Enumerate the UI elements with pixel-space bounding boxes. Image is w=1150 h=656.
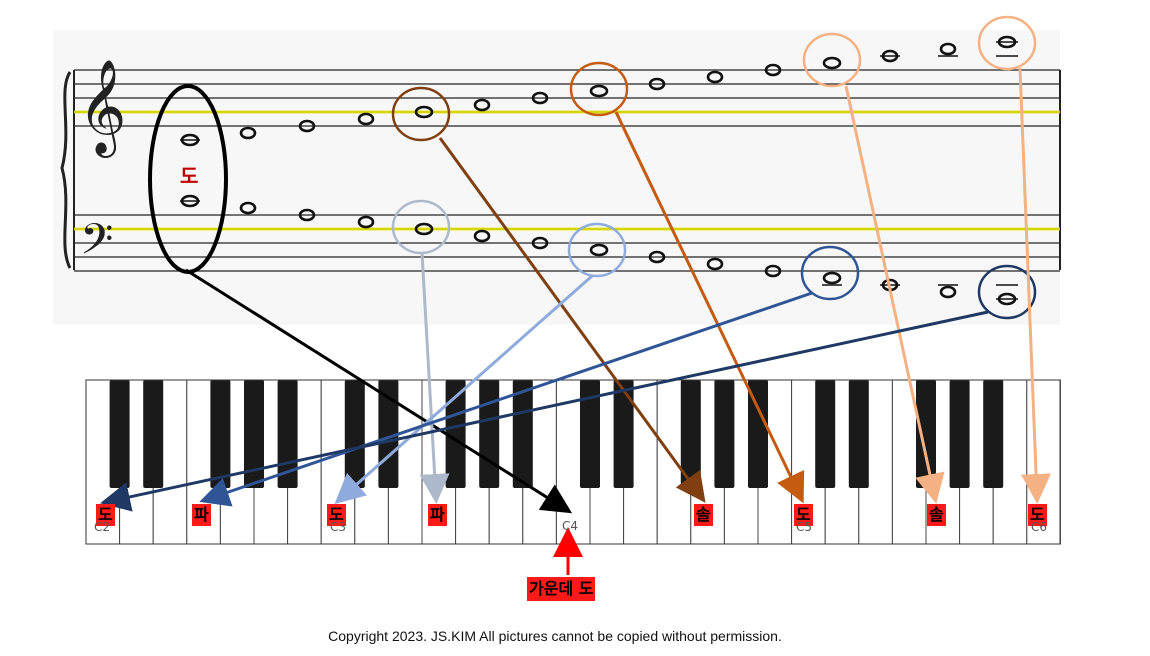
black-key <box>344 380 365 488</box>
black-key <box>916 380 936 488</box>
black-key <box>680 380 701 488</box>
label-sol-g4: 솔 <box>694 504 713 526</box>
highlight-treble-c5 <box>569 61 629 117</box>
highlight-bass-c2 <box>977 264 1037 320</box>
copyright-notice: Copyright 2023. JS.KIM All pictures cann… <box>328 628 782 644</box>
grand-staff-brace <box>60 71 72 269</box>
arrow-g4 <box>438 137 706 503</box>
label-do-c2: 도 <box>96 504 115 526</box>
piano-keyboard <box>85 379 1061 545</box>
black-key <box>512 380 533 488</box>
label-fa-f3: 파 <box>428 504 447 526</box>
highlight-bass-f3 <box>391 199 451 255</box>
staff-center-do-label: 도 <box>180 164 199 188</box>
label-sol-g5: 솔 <box>927 504 946 526</box>
label-fa-f2: 파 <box>192 504 211 526</box>
label-do-c6: 도 <box>1028 504 1047 526</box>
connector-arrows <box>100 67 1052 514</box>
notes <box>180 35 1018 306</box>
black-key <box>109 380 130 488</box>
black-key <box>748 380 768 488</box>
arrow-g5 <box>844 85 945 504</box>
highlight-treble-g5 <box>802 32 862 88</box>
highlight-treble-c6 <box>977 15 1037 71</box>
highlight-bass-c3 <box>567 222 627 278</box>
label-do-c5: 도 <box>794 504 813 526</box>
arrow-f3 <box>419 252 450 504</box>
bass-clef-icon: 𝄢 <box>80 215 113 275</box>
highlight-bass-f2 <box>800 245 860 301</box>
arrow-middle-c <box>185 268 573 514</box>
black-key <box>848 380 869 488</box>
arrow-c3 <box>334 274 593 504</box>
staff-panel <box>53 30 1060 325</box>
black-key <box>210 380 231 488</box>
middle-c-label: 가운데 도 <box>527 577 596 601</box>
black-key <box>143 380 164 488</box>
octave-label-c5: C5 <box>796 520 813 534</box>
black-key <box>445 380 466 488</box>
arrow-c6 <box>1018 67 1052 504</box>
octave-label-c4: C4 <box>562 519 579 533</box>
black-key <box>580 380 600 488</box>
black-key <box>479 380 500 488</box>
highlight-treble-g4 <box>391 86 451 142</box>
black-key <box>949 380 970 488</box>
black-key <box>613 380 634 488</box>
octave-label-c3: C3 <box>330 520 347 534</box>
black-key <box>815 380 836 488</box>
treble-clef-icon: 𝄞 <box>78 59 126 158</box>
arrow-c5 <box>614 111 805 504</box>
black-key <box>983 380 1004 488</box>
black-key <box>244 380 264 488</box>
label-do-c3: 도 <box>327 504 346 526</box>
arrow-f2 <box>199 291 813 507</box>
arrow-c2 <box>100 310 989 512</box>
black-key <box>714 380 735 488</box>
octave-label-c2: C2 <box>94 520 111 534</box>
octave-label-c6: C6 <box>1031 520 1048 534</box>
